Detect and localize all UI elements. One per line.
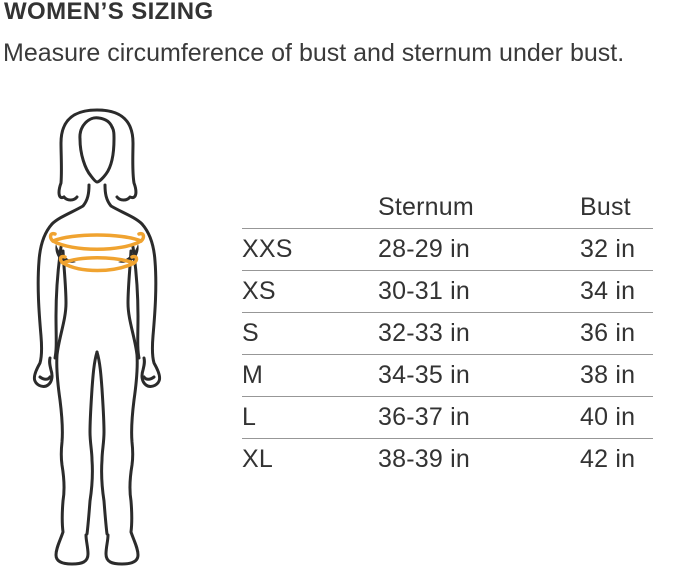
table-row: XS 30-31 in 34 in	[242, 270, 653, 313]
size-cell: XL	[242, 444, 273, 473]
hair-flick-left	[62, 195, 79, 202]
sternum-cell: 32-33 in	[378, 312, 580, 355]
inner-arm-left	[53, 245, 63, 360]
bust-tape-end-right	[137, 231, 146, 243]
sternum-cell: 28-29 in	[378, 228, 580, 271]
page-subtitle: Measure circumference of bust and sternu…	[3, 39, 625, 67]
size-column-header	[242, 186, 378, 229]
sternum-tape-icon	[61, 256, 136, 265]
inner-leg-left	[85, 350, 99, 536]
sternum-cell: 34-35 in	[378, 354, 580, 397]
size-cell: S	[242, 312, 378, 355]
sternum-column-header: Sternum	[378, 186, 580, 229]
sternum-tape-end-right	[130, 254, 139, 265]
bust-cell: 36 in	[580, 312, 653, 355]
table-row: M 34-35 in 38 in	[242, 354, 653, 397]
bust-tape-lower	[51, 239, 143, 251]
hair-outline	[57, 108, 138, 202]
size-cell: L	[242, 396, 378, 439]
size-cell: XS	[242, 270, 378, 313]
bust-cell: 40 in	[580, 396, 653, 439]
sternum-cell: 30-31 in	[378, 270, 580, 313]
hairline	[78, 116, 114, 141]
torso-leg-left	[54, 249, 90, 566]
table-row: L 36-37 in 40 in	[242, 396, 653, 439]
size-table: Sternum Bust XXS 28-29 in 32 in XS 30-31…	[242, 186, 653, 480]
inner-arm-right	[131, 245, 141, 360]
bust-cell: 42 in	[580, 444, 636, 473]
neck-left	[50, 183, 91, 226]
neck-right	[103, 183, 144, 226]
size-cell: M	[242, 354, 378, 397]
bust-cell: 32 in	[580, 228, 653, 271]
face-outline	[78, 125, 116, 184]
sternum-tape-end-left	[58, 254, 67, 265]
table-header-row: Sternum Bust	[242, 186, 653, 229]
hand-left	[38, 375, 52, 381]
woman-outline	[32, 108, 162, 566]
size-cell: XXS	[242, 228, 378, 271]
bust-cell: 38 in	[580, 354, 653, 397]
sternum-cell: 36-37 in	[378, 396, 580, 439]
bust-tape-icon	[51, 233, 143, 243]
arm-left	[32, 222, 54, 388]
table-row: XXS 28-29 in 32 in	[242, 228, 653, 271]
bust-column-header: Bust	[580, 186, 653, 229]
table-row: XL 38-39 in 42 in	[242, 438, 653, 480]
sternum-tape-lower	[61, 261, 136, 273]
page-title: WOMEN’S SIZING	[4, 0, 214, 25]
bust-tape-end-left	[48, 231, 57, 243]
bust-cell: 34 in	[580, 270, 653, 313]
torso-leg-right	[104, 249, 140, 566]
arm-right	[140, 222, 162, 388]
table-row: S 32-33 in 36 in	[242, 312, 653, 355]
sternum-cell: 38-39 in	[378, 444, 470, 473]
inner-leg-right	[95, 350, 109, 536]
measure-tapes	[48, 231, 146, 273]
hand-right	[142, 375, 156, 381]
